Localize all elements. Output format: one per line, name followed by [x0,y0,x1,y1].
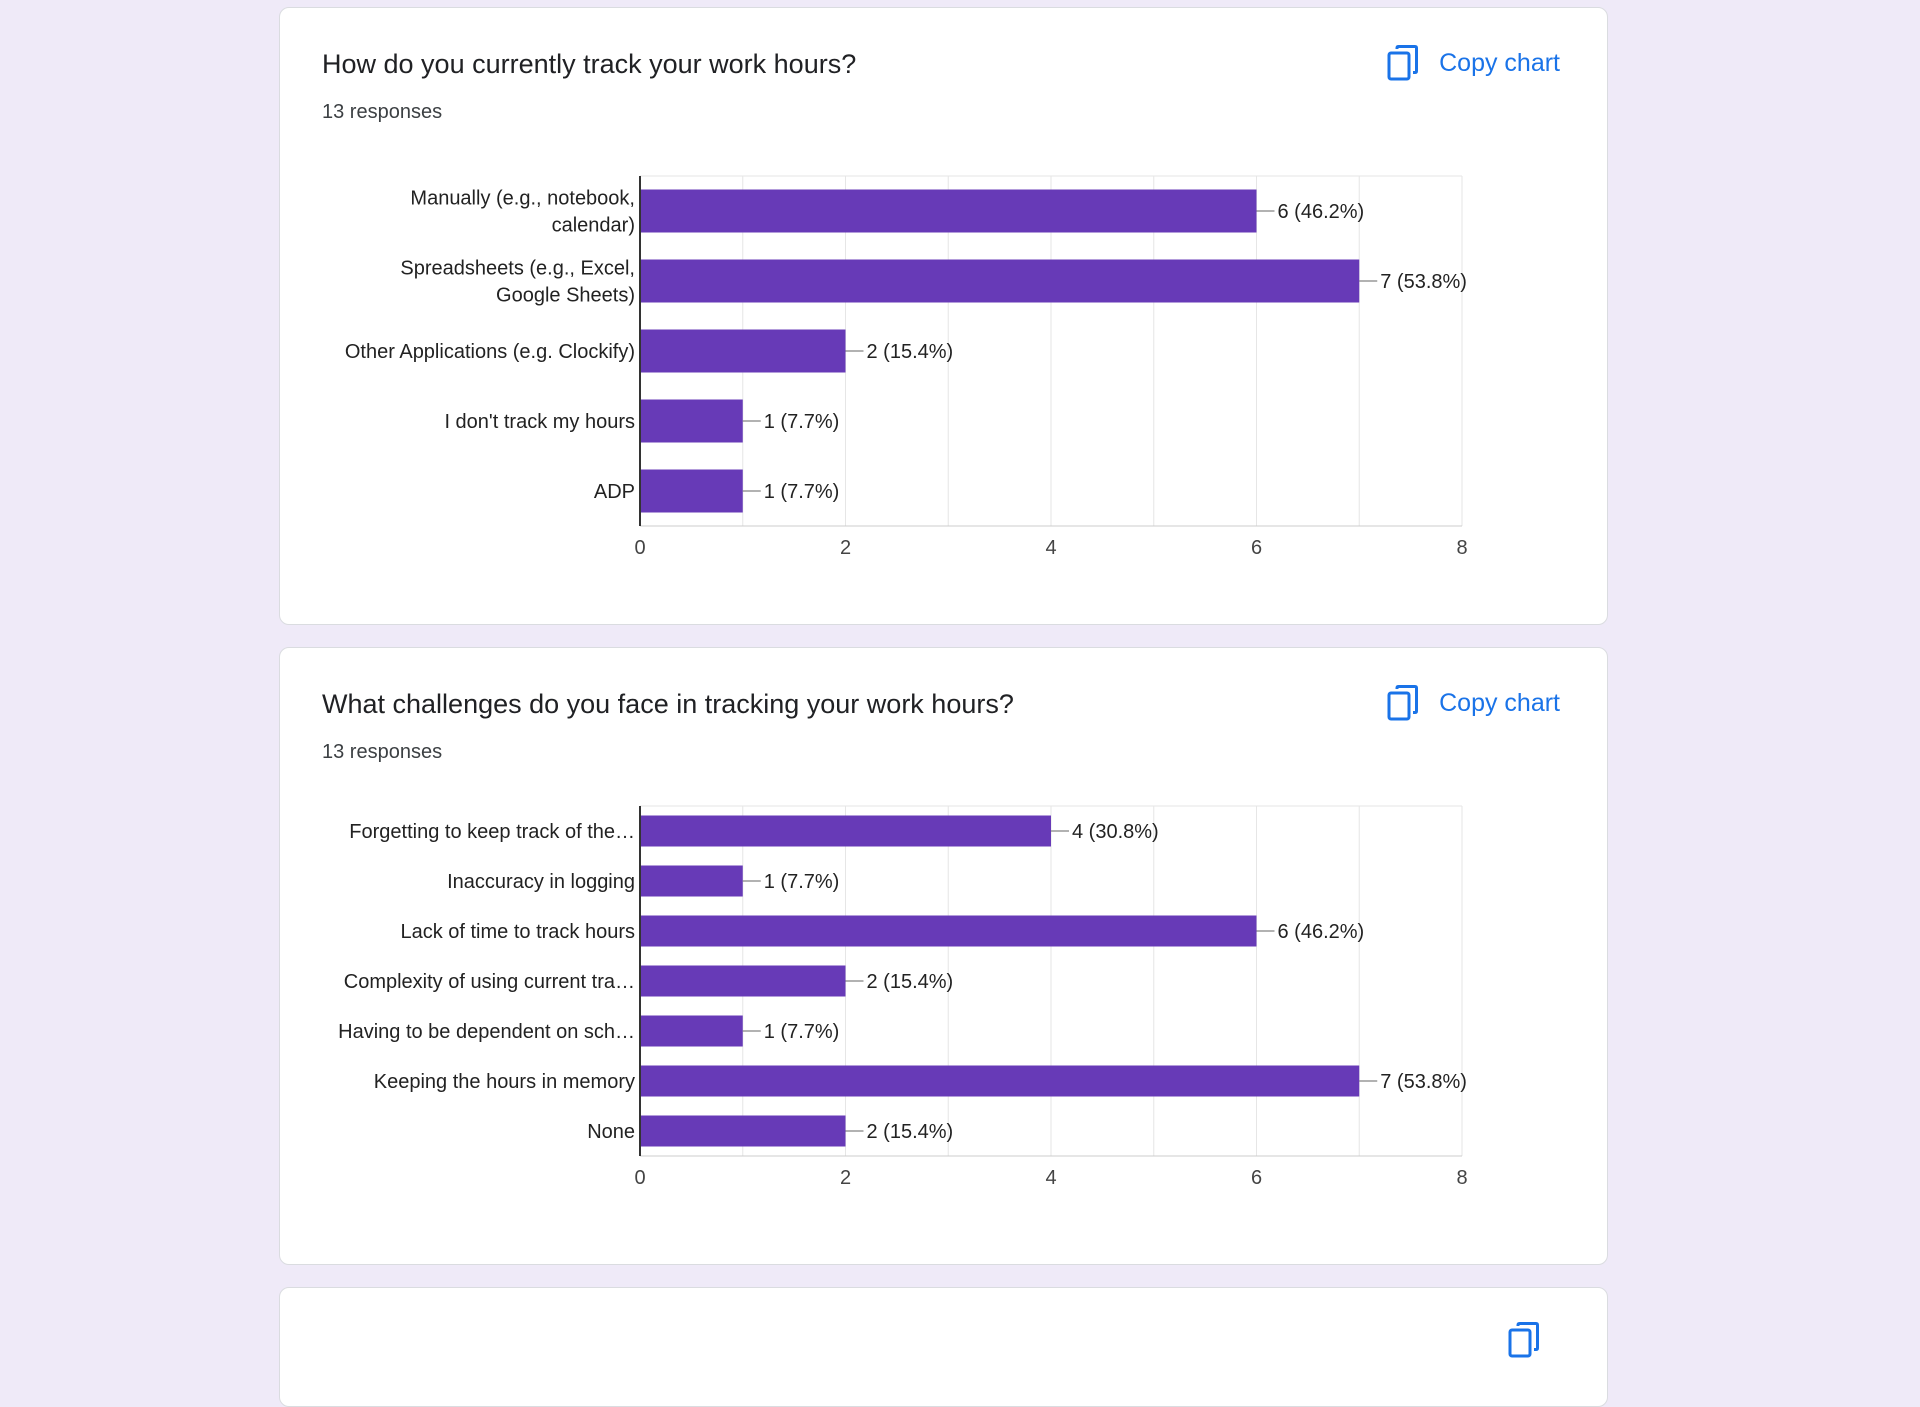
bar [640,815,1051,847]
x-tick-label: 8 [1456,537,1467,559]
x-tick-label: 0 [634,537,645,559]
data-label: 7 (53.8%) [1380,271,1467,293]
bar-chart: 4 (30.8%) Forgetting to keep track of the… [338,805,1468,1189]
category-label: I don't track my hours [444,411,635,433]
data-label: 2 (15.4%) [867,971,954,993]
response-count: 13 responses [322,741,443,763]
question-card [279,1287,1608,1407]
category-label: ADP [594,481,635,503]
category-label: None [587,1121,635,1143]
category-label: Having to be dependent on sch… [338,1021,635,1043]
category-label: Spreadsheets (e.g., Excel, [400,258,635,280]
bar [640,1115,846,1147]
question-card: How do you currently track your work hou… [279,7,1608,625]
category-label: Complexity of using current tra… [344,971,635,993]
question-title: How do you currently track your work hou… [322,49,857,79]
bar [640,399,743,443]
data-label: 6 (46.2%) [1278,201,1365,223]
x-tick-label: 2 [840,1167,851,1189]
bar [640,1015,743,1047]
copy-chart-button[interactable] [1508,1318,1560,1362]
question-title: What challenges do you face in tracking … [322,689,1014,719]
category-label: Other Applications (e.g. Clockify) [345,341,635,363]
data-label: 1 (7.7%) [764,411,840,433]
category-label: Lack of time to track hours [400,921,635,943]
bar [640,1065,1360,1097]
x-tick-label: 6 [1251,537,1262,559]
category-label: Keeping the hours in memory [374,1071,635,1093]
category-label: Forgetting to keep track of the… [349,821,635,843]
x-tick-label: 4 [1045,1167,1056,1189]
copy-chart-label: Copy chart [1439,688,1560,717]
category-label: Manually (e.g., notebook, [410,188,635,210]
x-tick-label: 0 [634,1167,645,1189]
data-label: 4 (30.8%) [1072,821,1159,843]
data-label: 1 (7.7%) [764,481,840,503]
bar [640,259,1360,303]
copy-icon [1508,1322,1539,1358]
data-label: 2 (15.4%) [867,1121,954,1143]
data-label: 6 (46.2%) [1278,921,1365,943]
copy-chart-button[interactable]: Copy chart [1387,41,1560,85]
question-card: What challenges do you face in tracking … [279,647,1608,1265]
data-label: 1 (7.7%) [764,871,840,893]
x-tick-label: 4 [1045,537,1056,559]
bar [640,915,1257,947]
x-tick-label: 6 [1251,1167,1262,1189]
data-label: 1 (7.7%) [764,1021,840,1043]
data-label: 7 (53.8%) [1380,1071,1467,1093]
bar [640,965,846,997]
bar [640,189,1257,233]
data-label: 2 (15.4%) [867,341,954,363]
category-label: calendar) [552,215,635,237]
copy-chart-label: Copy chart [1439,48,1560,77]
x-tick-label: 8 [1456,1167,1467,1189]
bar [640,865,743,897]
x-tick-label: 2 [840,537,851,559]
bar [640,469,743,513]
copy-icon [1387,45,1419,81]
copy-icon [1387,685,1419,721]
copy-chart-button[interactable]: Copy chart [1387,681,1560,725]
category-label: Google Sheets) [496,285,635,307]
bar-chart: 6 (46.2%) Manually (e.g., notebook, calend… [345,175,1468,559]
response-count: 13 responses [322,101,443,123]
category-label: Inaccuracy in logging [447,871,635,893]
bar [640,329,846,373]
